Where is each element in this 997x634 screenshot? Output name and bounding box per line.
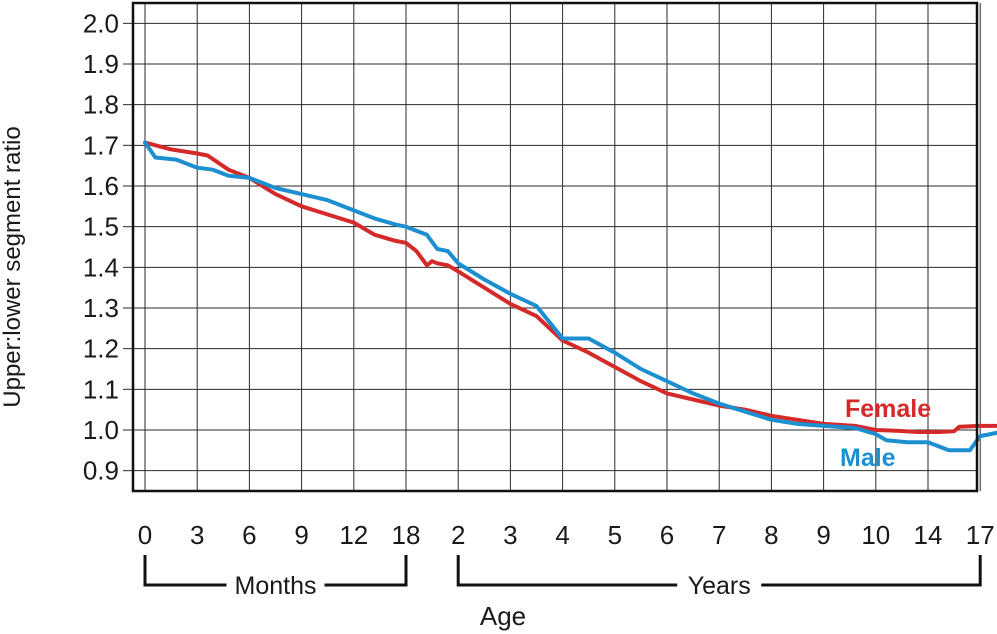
bracket-left-arm (143, 555, 227, 587)
y-tick-label: 1.6 (83, 171, 119, 201)
y-tick-label: 1.0 (83, 415, 119, 445)
group-label-months: Months (235, 572, 317, 600)
x-tick-label: 5 (608, 520, 622, 550)
x-tick-label: 9 (816, 520, 830, 550)
y-tick-label: 1.4 (83, 252, 119, 282)
y-tick-label: 1.3 (83, 293, 119, 323)
x-axis-ticks: 0 3 6 9 12 18 2 3 4 5 6 7 8 9 10 14 17 (138, 520, 995, 550)
x-tick-label: 12 (339, 520, 368, 550)
y-tick-label: 1.8 (83, 90, 119, 120)
plot-frame (131, 1, 979, 493)
x-tick-label: 14 (914, 520, 943, 550)
series-label-female: Female (845, 395, 931, 423)
x-tick-label: 10 (861, 520, 890, 550)
x-tick-label: 4 (555, 520, 569, 550)
y-axis-ticks: 2.0 1.9 1.8 1.7 1.6 1.5 1.4 1.3 1.2 1.1 1.0 0.9 (83, 8, 119, 485)
y-tick-label: 1.1 (83, 374, 119, 404)
y-tick-label: 1.2 (83, 334, 119, 364)
bracket-left-arm (456, 555, 678, 587)
x-tick-label: 3 (190, 520, 204, 550)
grid-lines (123, 3, 981, 491)
x-tick-label: 7 (712, 520, 726, 550)
bracket-right-arm (324, 555, 408, 587)
y-tick-label: 1.9 (83, 49, 119, 79)
y-tick-label: 1.5 (83, 212, 119, 242)
series-line-female (143, 140, 997, 434)
x-tick-label: 9 (294, 520, 308, 550)
bracket-right-arm (761, 555, 982, 587)
x-tick-label: 17 (966, 520, 995, 550)
x-tick-label: 8 (764, 520, 778, 550)
x-tick-label: 3 (503, 520, 517, 550)
series-line-male (143, 140, 997, 453)
x-tick-label: 2 (451, 520, 465, 550)
x-tick-label: 6 (242, 520, 256, 550)
x-axis-label: Age (480, 601, 526, 631)
x-tick-label: 6 (660, 520, 674, 550)
age-group-brackets: Months Years (143, 555, 982, 600)
y-tick-label: 2.0 (83, 8, 119, 38)
series-label-male: Male (840, 444, 896, 472)
group-label-years: Years (688, 572, 751, 600)
y-axis-label: Upper:lower segment ratio (0, 126, 26, 407)
x-tick-label: 18 (392, 520, 421, 550)
y-tick-label: 0.9 (83, 456, 119, 486)
y-tick-label: 1.7 (83, 130, 119, 160)
data-series: Female Male (143, 140, 997, 472)
x-tick-label: 0 (138, 520, 152, 550)
